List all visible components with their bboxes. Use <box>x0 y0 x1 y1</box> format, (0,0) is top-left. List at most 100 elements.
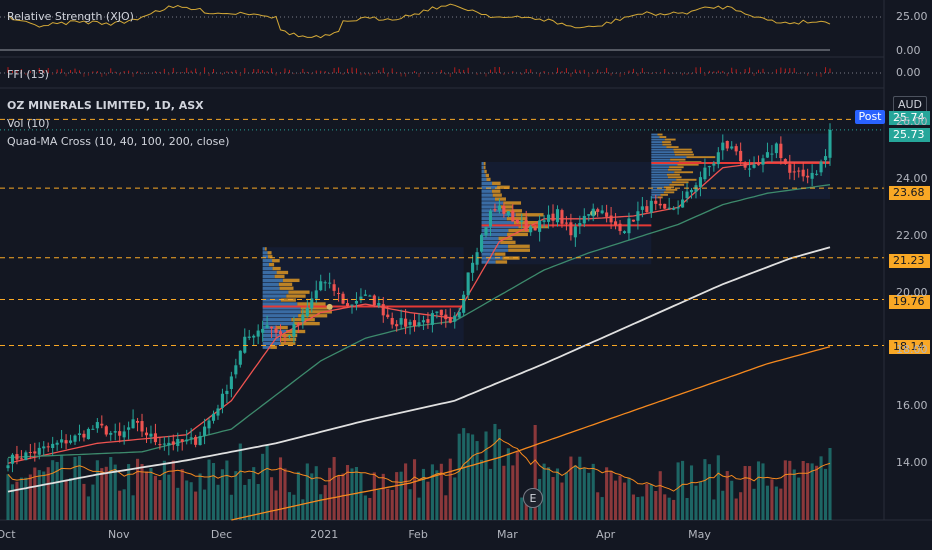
candle-body <box>444 314 448 320</box>
candle-body <box>596 209 600 212</box>
profile-bar-down <box>491 189 501 193</box>
candle-body <box>672 208 676 210</box>
profile-bar-up <box>481 244 509 248</box>
post-market-badge: Post <box>855 110 885 124</box>
profile-bar-down <box>663 191 675 194</box>
candle-body <box>104 426 108 435</box>
profile-bar-down <box>660 193 668 196</box>
volume-bar <box>774 486 778 520</box>
candle-body <box>703 167 707 180</box>
grid-lines <box>0 0 932 521</box>
candle-body <box>314 290 318 299</box>
instrument-title[interactable]: OZ MINERALS LIMITED, 1D, ASX <box>7 99 204 112</box>
profile-bar-down <box>497 185 510 189</box>
candle-body <box>153 433 157 443</box>
profile-bar-down <box>483 165 486 170</box>
profile-bar-down <box>494 252 506 256</box>
candle-body <box>622 231 627 234</box>
profile-bar-up <box>262 314 299 318</box>
candle-body <box>605 212 609 217</box>
candle-body <box>283 336 287 338</box>
profile-bar-down <box>492 181 501 185</box>
candle-body <box>765 152 770 158</box>
y-tick-label: 20.00 <box>896 285 928 299</box>
profile-bar-up <box>262 286 280 290</box>
profile-bar-down <box>686 156 716 159</box>
volume-bar <box>198 473 202 520</box>
candle-body <box>457 311 461 318</box>
volume-bar <box>283 468 287 520</box>
profile-bar-down <box>515 213 544 217</box>
candle-body <box>100 423 104 426</box>
candle-body <box>216 408 220 416</box>
candle-body <box>109 432 113 435</box>
volume-bar <box>149 467 153 520</box>
candle-body <box>381 304 385 316</box>
candle-body <box>6 465 10 469</box>
profile-bar-down <box>492 193 502 197</box>
profile-bar-down <box>279 286 294 290</box>
candle-body <box>828 129 832 158</box>
volume-bar <box>109 457 113 520</box>
candle-body <box>448 317 452 323</box>
profile-bar-down <box>278 282 293 286</box>
candle-body <box>368 295 372 297</box>
volume-bar <box>430 464 434 520</box>
profile-bar-up <box>481 236 499 241</box>
candle-body <box>658 203 662 206</box>
candle-body <box>430 313 434 325</box>
volume-bar <box>640 496 644 520</box>
candle-body <box>748 168 752 170</box>
volume-bar <box>502 465 506 520</box>
earnings-icon[interactable]: E <box>523 488 543 508</box>
profile-bar-up <box>262 325 277 330</box>
volume-bar <box>546 467 551 520</box>
volume-bars <box>6 423 832 520</box>
candle-body <box>551 213 555 221</box>
level-tag-1: 23.68 <box>889 186 930 200</box>
rsi-legend[interactable]: Relative Strength (XJO) <box>7 10 134 23</box>
volume-bar <box>144 471 149 520</box>
profile-bar-up <box>262 270 277 275</box>
volume-bar <box>274 490 278 520</box>
candle-body <box>305 307 309 317</box>
volume-bar <box>524 498 528 520</box>
profile-bar-down <box>662 141 671 144</box>
candle-body <box>158 444 162 446</box>
rsi-line <box>7 3 831 39</box>
candle-body <box>162 443 166 445</box>
volume-bar <box>220 469 224 520</box>
ffi-legend[interactable]: FFI (13) <box>7 68 49 81</box>
candle-body <box>707 166 711 168</box>
volume-bar <box>453 477 457 520</box>
y-tick-label: 26.00 <box>896 115 928 129</box>
candle-body <box>685 191 689 199</box>
candle-body <box>542 220 546 222</box>
volume-bar <box>42 471 46 520</box>
ma-cross-marker <box>326 303 333 310</box>
profile-bar-down <box>280 298 296 302</box>
last-price-tag: 25.73 <box>889 128 930 142</box>
candle-body <box>631 219 635 222</box>
volume-bar <box>779 488 783 520</box>
profile-bar-down <box>272 266 281 271</box>
candle-body <box>792 171 796 173</box>
volume-bar <box>435 470 439 520</box>
y-tick-label: 24.00 <box>896 172 928 186</box>
profile-bar-up <box>481 161 484 166</box>
volume-bar <box>194 491 198 520</box>
rsi-axis-label-0: 0.00 <box>896 44 921 57</box>
profile-bar-up <box>481 220 514 225</box>
volume-legend[interactable]: Vol (10) <box>7 117 50 130</box>
volume-bar <box>636 497 640 520</box>
volume-bar <box>363 495 367 520</box>
profile-bar-down <box>664 138 676 141</box>
volume-bar <box>815 465 819 520</box>
profile-bar-down <box>674 153 694 156</box>
quad-ma-legend[interactable]: Quad-MA Cross (10, 40, 100, 200, close) <box>7 135 230 148</box>
candle-body <box>788 164 792 173</box>
profile-bar-up <box>262 290 289 294</box>
volume-bar <box>681 460 685 520</box>
volume-bar <box>712 499 716 520</box>
